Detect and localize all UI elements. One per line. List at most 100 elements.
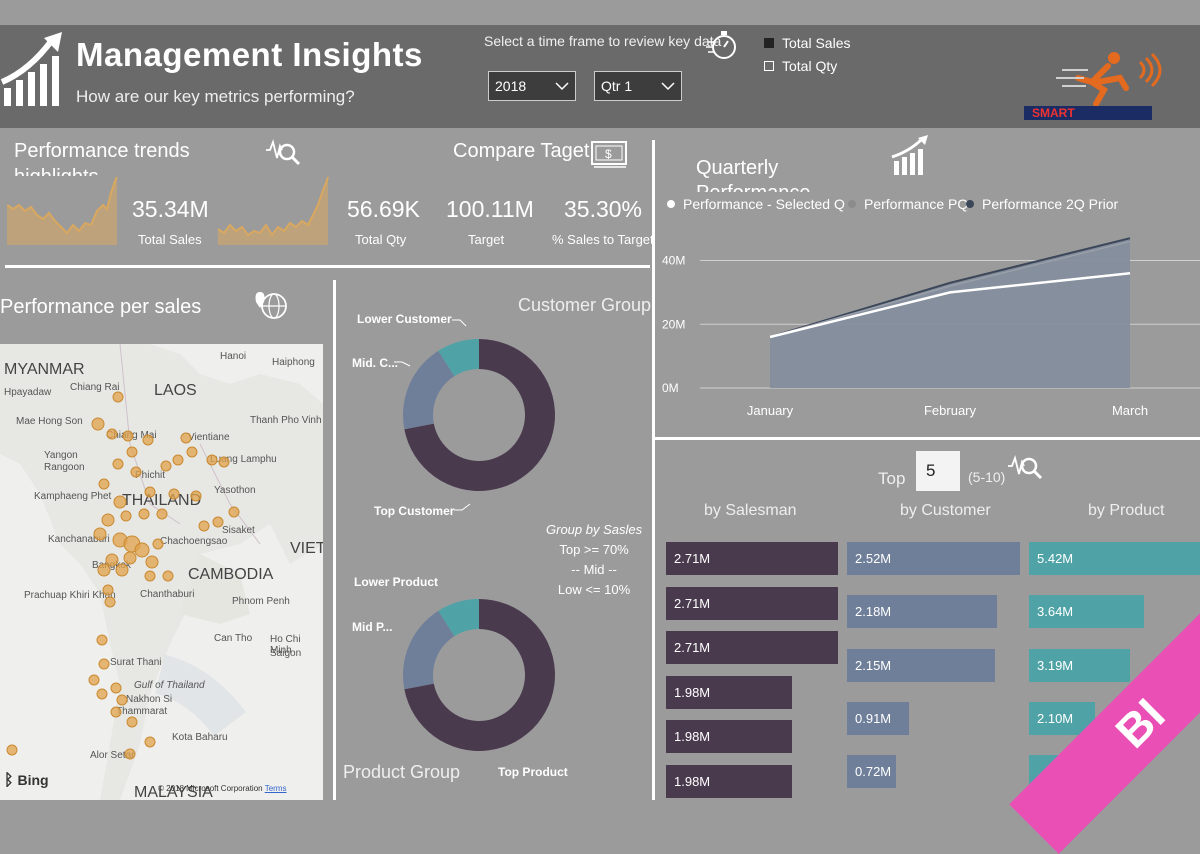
- area-pq: [770, 241, 1130, 388]
- empty-square-icon: [764, 61, 774, 71]
- customer-group-donut[interactable]: [395, 320, 565, 510]
- bar-product[interactable]: 3.64M: [1029, 595, 1144, 629]
- y-tick-label: 20M: [662, 317, 685, 331]
- trend-search-icon[interactable]: [264, 136, 302, 168]
- slice-mid-product[interactable]: [403, 610, 455, 690]
- x-tick-label: March: [1112, 403, 1148, 418]
- year-dropdown[interactable]: 2018: [488, 71, 576, 101]
- by-salesman-title: by Salesman: [704, 502, 797, 519]
- dot-icon: [848, 200, 856, 208]
- timeframe-label: Select a time frame to review key data: [484, 33, 722, 49]
- line-2q-prior: [769, 237, 1131, 338]
- pct-sales-target-label: % Sales to Target: [552, 232, 654, 247]
- bar-customer[interactable]: 2.15M: [847, 648, 995, 682]
- bar-customer[interactable]: 2.18M: [847, 595, 997, 629]
- target-label: Target: [468, 232, 505, 247]
- bar-customer[interactable]: 2.52M: [847, 542, 1020, 575]
- line-selected-q: [769, 272, 1131, 339]
- legend-2q-prior[interactable]: Performance 2Q Prior: [966, 196, 1118, 212]
- trend-search-icon[interactable]: [1006, 452, 1044, 482]
- bar-salesman[interactable]: 1.98M: [666, 675, 792, 709]
- y-tick-label: 0M: [662, 381, 679, 395]
- performance-trends-title: Performance trends: [14, 140, 190, 162]
- slice-lower-customer[interactable]: [438, 339, 479, 377]
- slice-top-customer[interactable]: [404, 339, 555, 491]
- globe-pin-icon: [255, 292, 287, 319]
- product-group-donut[interactable]: [395, 580, 565, 770]
- divider: [333, 280, 336, 800]
- total-sales-value: 35.34M: [132, 196, 209, 222]
- by-customer-title: by Customer: [900, 502, 991, 519]
- map-view[interactable]: MYANMAR LAOS THAILAND CAMBODIA VIET MALA…: [0, 344, 323, 800]
- svg-text:SMART: SMART: [1032, 106, 1075, 120]
- x-tick-label: January: [747, 403, 794, 418]
- slice-lower-product[interactable]: [438, 599, 479, 637]
- leader-line: [452, 319, 467, 327]
- total-qty-sparkline: [218, 176, 329, 245]
- divider: [5, 265, 650, 268]
- map-terrain: [0, 344, 323, 800]
- total-qty-label: Total Qty: [355, 232, 407, 247]
- legend-total-sales[interactable]: Total Sales: [764, 35, 850, 51]
- bar-salesman[interactable]: 1.98M: [666, 720, 792, 753]
- quarter-dropdown[interactable]: Qtr 1: [594, 71, 682, 101]
- total-sales-label: Total Sales: [138, 232, 202, 247]
- bar-salesman[interactable]: 2.71M: [666, 631, 838, 664]
- top-label: Top: [878, 469, 906, 488]
- donut-label: Mid P...: [352, 620, 393, 634]
- chevron-down-icon: [555, 82, 569, 91]
- y-tick-label: 40M: [662, 254, 685, 268]
- terms-link[interactable]: Terms: [264, 784, 287, 793]
- quarterly-area-chart[interactable]: 0M 20M 40M January February March: [660, 225, 1200, 425]
- divider: [655, 437, 1200, 440]
- bar-salesman[interactable]: 2.71M: [666, 542, 838, 575]
- slice-top-product[interactable]: [404, 599, 555, 751]
- quarterly-title: Quarterly: [696, 157, 779, 179]
- stopwatch-icon: [706, 31, 736, 59]
- year-value: 2018: [495, 78, 527, 94]
- bar-customer[interactable]: 0.91M: [847, 701, 910, 735]
- money-icon: $: [591, 141, 627, 168]
- donut-label: Top Product: [498, 765, 568, 779]
- growth-chart-icon: [891, 135, 928, 175]
- donut-label: Lower Product: [354, 575, 439, 589]
- bar-salesman[interactable]: 2.71M: [666, 586, 838, 620]
- divider: [652, 140, 655, 800]
- map-copyright: © 2018 Microsoft Corporation Terms: [158, 784, 287, 793]
- svg-text:$: $: [605, 147, 612, 161]
- group-note: Group by Sasles Top >= 70% -- Mid -- Low…: [546, 522, 643, 597]
- by-product-title: by Product: [1088, 502, 1165, 519]
- product-group-title: Product Group: [343, 762, 461, 782]
- page-title: Management Insights: [76, 36, 423, 73]
- total-sales-sparkline: [7, 176, 118, 245]
- bar-product[interactable]: 3.19M: [1029, 648, 1130, 682]
- bar-customer[interactable]: 0.72M: [847, 755, 897, 789]
- slice-mid-customer[interactable]: [403, 350, 455, 430]
- top-n-input[interactable]: 5: [916, 451, 960, 491]
- donut-label: Lower Customer: [357, 312, 452, 326]
- growth-chart-icon: [0, 32, 62, 106]
- dot-icon: [667, 200, 675, 208]
- performance-trends-subtitle: highlights: [14, 166, 154, 176]
- bar-product[interactable]: 5.42M: [1029, 542, 1200, 575]
- legend-total-qty[interactable]: Total Qty: [764, 58, 837, 74]
- line-pq: [769, 240, 1131, 338]
- x-tick-label: February: [924, 403, 977, 418]
- bar-salesman[interactable]: 1.98M: [666, 764, 792, 798]
- chevron-down-icon: [661, 82, 675, 91]
- quarterly-subtitle: Performance: [696, 182, 816, 192]
- company-logo: SMART: [1024, 52, 1162, 120]
- legend-selected-q[interactable]: Performance - Selected Q: [667, 196, 845, 212]
- leader-line: [454, 503, 471, 511]
- map-title: Performance per sales: [0, 296, 202, 318]
- legend-pq[interactable]: Performance PQ: [848, 196, 968, 212]
- donut-label: Mid. C...: [352, 356, 398, 370]
- leader-line: [394, 361, 411, 367]
- filled-square-icon: [764, 38, 774, 48]
- bing-logo: ᛒ Bing: [4, 772, 49, 789]
- total-qty-value: 56.69K: [347, 196, 420, 222]
- dot-icon: [966, 200, 974, 208]
- page-subtitle: How are our key metrics performing?: [76, 87, 355, 106]
- donut-label: Top Customer: [374, 504, 455, 518]
- quarter-value: Qtr 1: [601, 78, 633, 94]
